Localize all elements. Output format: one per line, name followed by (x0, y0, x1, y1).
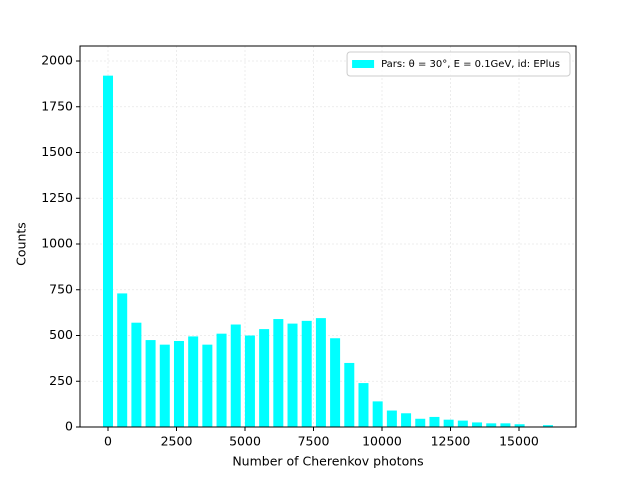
bar (244, 335, 255, 427)
bar (202, 344, 213, 427)
bar (372, 401, 383, 427)
legend-swatch (352, 60, 375, 68)
y-tick-label: 250 (49, 373, 73, 388)
y-tick-label: 1500 (41, 144, 73, 159)
bar (145, 340, 156, 427)
y-axis-label: Counts (14, 222, 29, 266)
bar (117, 293, 128, 427)
bar (429, 416, 440, 427)
bar (344, 362, 355, 427)
bar (173, 340, 184, 427)
y-tick-label: 1000 (41, 236, 73, 251)
x-tick-label: 10000 (362, 434, 402, 449)
bar (330, 338, 341, 427)
bar (131, 322, 142, 427)
legend-box (346, 51, 571, 77)
x-axis-label: Number of Cherenkov photons (232, 454, 423, 469)
legend: Pars: θ = 30°, E = 0.1GeV, id: EPlus (346, 51, 571, 77)
bar (273, 319, 284, 427)
bar (301, 320, 312, 427)
x-tick-label: 5000 (229, 434, 261, 449)
x-tick-label: 2500 (161, 434, 193, 449)
bar (457, 420, 468, 427)
bar (103, 75, 114, 427)
bar (500, 423, 511, 427)
bar (287, 323, 298, 427)
bar (401, 413, 412, 427)
bar (514, 424, 525, 427)
y-tick-label: 500 (49, 327, 73, 342)
bar (216, 333, 227, 427)
bar (443, 419, 454, 427)
y-tick-label: 2000 (41, 53, 73, 68)
plot-frame (79, 45, 577, 428)
x-tick-label: 12500 (431, 434, 471, 449)
bar (386, 410, 397, 427)
x-tick-label: 15000 (499, 434, 539, 449)
y-tick-label: 1250 (41, 190, 73, 205)
y-tick-label: 750 (49, 281, 73, 296)
bar (315, 318, 326, 427)
bar (542, 425, 553, 427)
bar (415, 418, 426, 427)
bar (159, 344, 170, 427)
y-tick-label: 1750 (41, 98, 73, 113)
bar (230, 324, 241, 427)
legend-label: Pars: θ = 30°, E = 0.1GeV, id: EPlus (381, 59, 560, 70)
x-tick-label: 0 (104, 434, 112, 449)
bar (472, 422, 483, 427)
bar (188, 336, 199, 427)
x-tick-label: 7500 (298, 434, 330, 449)
bar (486, 423, 497, 427)
y-tick-label: 0 (65, 419, 73, 434)
bar (259, 329, 270, 427)
bar (358, 383, 369, 427)
